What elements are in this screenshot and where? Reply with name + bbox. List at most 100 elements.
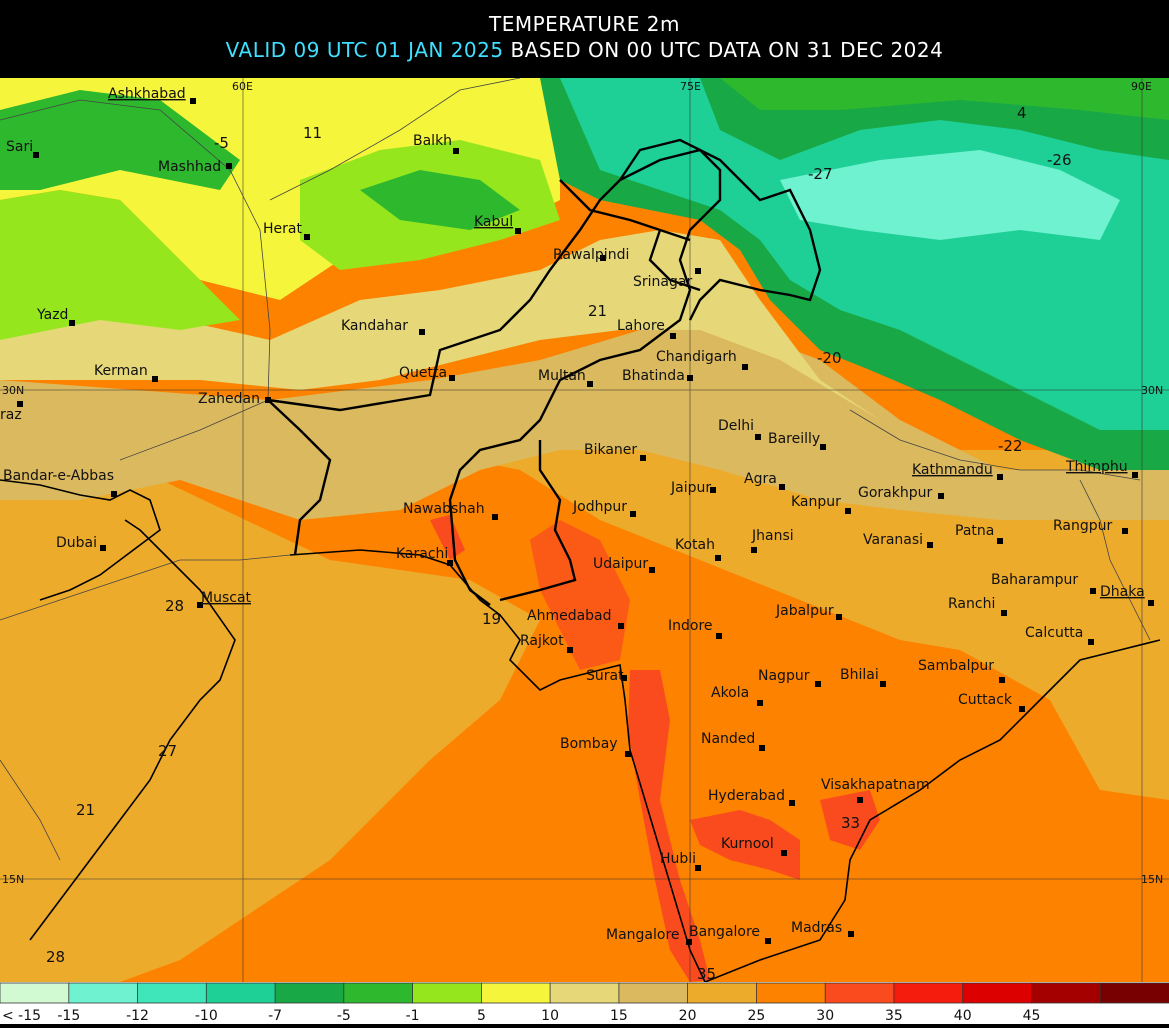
temp-band-coastal-caspian — [0, 90, 240, 190]
city-label: Kabul — [474, 214, 513, 230]
temp-hotspot-western-ghats — [628, 670, 710, 982]
city-nagpur: Nagpur — [758, 668, 821, 687]
city-sari: Sari — [6, 139, 39, 158]
temp-band-0-5-west — [0, 190, 240, 340]
legend-label: -12 — [126, 1008, 149, 1024]
city-marker — [759, 745, 765, 751]
city-label: Indore — [668, 618, 713, 634]
country-borders — [0, 78, 1151, 861]
city-label: Baharampur — [991, 572, 1078, 588]
lon-label-75e: 75E — [680, 80, 701, 93]
city-label: Nawabshah — [403, 501, 485, 517]
valid-time: VALID 09 UTC 01 JAN 2025 — [225, 38, 504, 62]
city-marker — [618, 623, 624, 629]
city-label: raz — [0, 407, 22, 423]
city-kerman: Kerman — [94, 363, 158, 382]
city-dhaka: Dhaka — [1100, 584, 1154, 606]
city-patna: Patna — [955, 523, 1003, 544]
temp-band-north-green — [720, 78, 1169, 120]
city-agra: Agra — [744, 471, 785, 490]
city-jhansi: Jhansi — [751, 528, 794, 553]
city-balkh: Balkh — [413, 133, 459, 154]
city-labels: Ashkhabad Sari Mashhad Balkh Herat Kabul Rawal… — [0, 86, 1154, 945]
city-label: Kandahar — [341, 318, 408, 334]
temp-hotspot-gujarat — [530, 520, 630, 670]
city-varanasi: Varanasi — [863, 532, 933, 548]
legend-swatch — [343, 982, 414, 1004]
city-label: Ranchi — [948, 596, 995, 612]
city-ranchi: Ranchi — [948, 596, 1007, 616]
city-herat: Herat — [263, 221, 310, 240]
city-ashkhabad: Ashkhabad — [108, 86, 196, 104]
city-bikaner: Bikaner — [584, 442, 646, 461]
city-marker — [621, 675, 627, 681]
legend-label: 25 — [747, 1008, 765, 1024]
city-marker — [17, 401, 23, 407]
city-kabul: Kabul — [474, 214, 521, 234]
legend-label: 20 — [679, 1008, 697, 1024]
city-marker — [779, 484, 785, 490]
city-label: Udaipur — [593, 556, 648, 572]
city-marker — [820, 444, 826, 450]
city-label: Multan — [538, 368, 586, 384]
city-marker — [670, 333, 676, 339]
city-marker — [649, 567, 655, 573]
city-kandahar: Kandahar — [341, 318, 425, 335]
temp-band-10-15 — [0, 230, 880, 420]
temp-band-20-25-plains — [420, 450, 1169, 800]
city-marker — [1088, 639, 1094, 645]
temperature-value: 35 — [697, 965, 716, 982]
city-label: Surat — [586, 668, 624, 684]
city-marker — [419, 329, 425, 335]
temperature-value: 11 — [303, 124, 322, 142]
legend-swatch — [1099, 982, 1169, 1004]
city-label: Bombay — [560, 736, 618, 752]
city-multan: Multan — [538, 368, 593, 387]
city-marker — [815, 681, 821, 687]
city-rawalpindi: Rawalpindi — [553, 247, 629, 263]
temperature-map: 60E 75E 90E 30N 30N 15N 15N Ashkhabad Sar… — [0, 78, 1169, 982]
city-delhi: Delhi — [718, 418, 761, 440]
city-bangalore: Bangalore — [689, 924, 771, 944]
legend-swatch — [412, 982, 483, 1004]
city-marker — [1090, 588, 1096, 594]
city-label: Akola — [711, 685, 749, 701]
lon-label-60e: 60E — [232, 80, 253, 93]
city-label: Hubli — [660, 851, 696, 867]
city-marker — [1001, 610, 1007, 616]
city-madras: Madras — [791, 920, 854, 937]
city-label: Madras — [791, 920, 842, 936]
city-thimphu: Thimphu — [1065, 459, 1138, 478]
city-marker — [33, 152, 39, 158]
city-label: Sambalpur — [918, 658, 994, 674]
city-marker — [640, 455, 646, 461]
city-hubli: Hubli — [660, 851, 701, 871]
city-label: Rajkot — [520, 633, 564, 649]
lat-label-30n-right: 30N — [1141, 384, 1163, 397]
city-rangpur: Rangpur — [1053, 518, 1128, 534]
city-label: Bikaner — [584, 442, 637, 458]
city-label: Jaipur — [670, 480, 711, 496]
city-label: Mashhad — [158, 159, 221, 175]
legend-swatch — [0, 982, 70, 1004]
city-label: Kerman — [94, 363, 148, 379]
temp-hotspot-sindh — [430, 515, 465, 560]
city-label: Zahedan — [198, 391, 260, 407]
city-label: Ahmedabad — [527, 608, 612, 624]
legend-swatch — [137, 982, 208, 1004]
city-label: Hyderabad — [708, 788, 785, 804]
city-marker — [69, 320, 75, 326]
city-mangalore: Mangalore — [606, 927, 692, 945]
temp-band-20-25-sea — [0, 450, 540, 982]
temperature-value: -27 — [808, 165, 833, 183]
city-label: Herat — [263, 221, 302, 237]
legend-swatch — [824, 982, 895, 1004]
city-marker — [1132, 472, 1138, 478]
city-label: Nagpur — [758, 668, 810, 684]
legend-label: -5 — [337, 1008, 351, 1024]
city-label: Rangpur — [1053, 518, 1113, 534]
city-ahmedabad: Ahmedabad — [527, 608, 624, 629]
city-marker — [600, 255, 606, 261]
legend-label: 45 — [1023, 1008, 1041, 1024]
legend-swatch — [618, 982, 689, 1004]
